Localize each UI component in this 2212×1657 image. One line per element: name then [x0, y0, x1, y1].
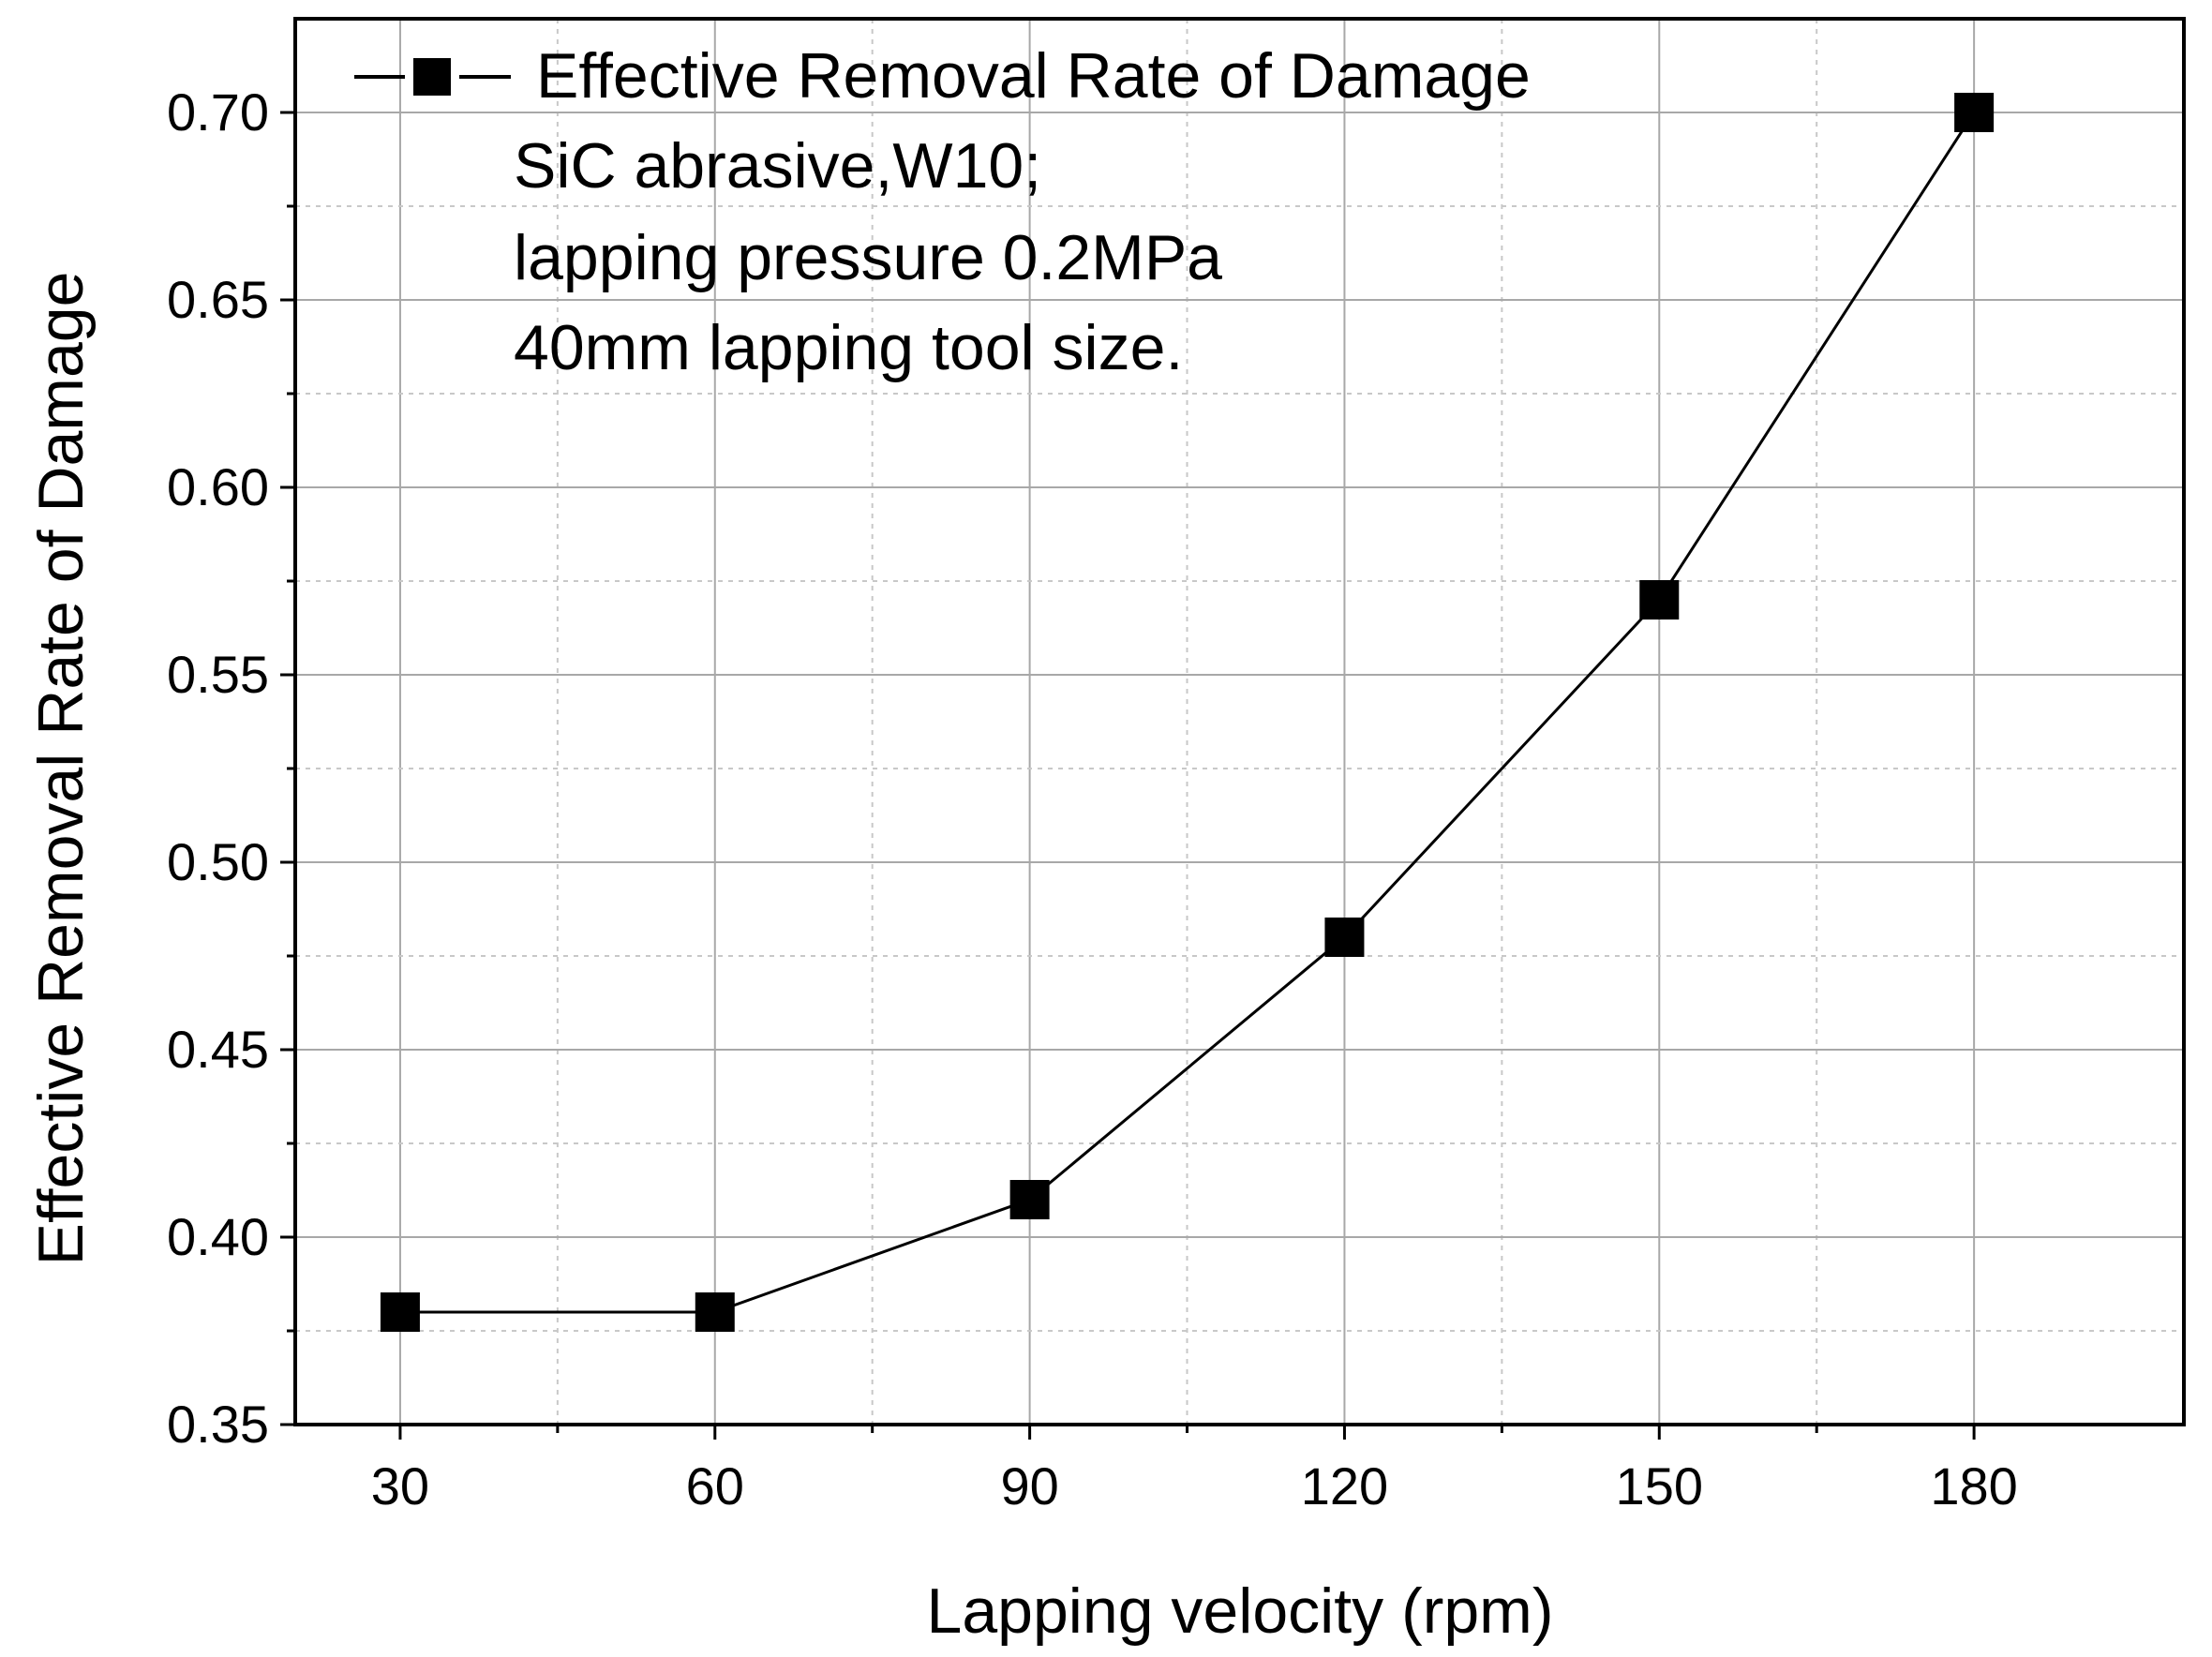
- y-tick-label: 0.55: [167, 645, 269, 704]
- y-tick-label: 0.45: [167, 1020, 269, 1079]
- x-tick-label: 150: [1616, 1456, 1703, 1515]
- legend-label: Effective Removal Rate of Damage: [536, 40, 1531, 112]
- series: [380, 93, 1995, 1332]
- series-line: [399, 112, 1976, 1314]
- axis-ticks: 30 60 90 120 150 180 0.35 0.40 0.45 0.50 0.55 0.60 0…: [167, 82, 2018, 1515]
- y-axis-title: Effective Removal Rate of Damage: [25, 272, 97, 1266]
- y-tick-label: 0.60: [167, 457, 269, 516]
- data-point-marker: [1954, 93, 1995, 132]
- y-tick-label: 0.40: [167, 1207, 269, 1266]
- annotation-line-3: 40mm lapping tool size.: [514, 312, 1183, 383]
- annotation-line-1: SiC abrasive,W10;: [514, 130, 1041, 202]
- data-point-marker: [1009, 1180, 1050, 1219]
- data-point-marker: [380, 1292, 420, 1332]
- annotation-text: SiC abrasive,W10; lapping pressure 0.2MP…: [514, 130, 1222, 383]
- x-tick-label: 180: [1930, 1456, 2017, 1515]
- y-tick-label: 0.65: [167, 270, 269, 329]
- legend-marker: [413, 58, 451, 96]
- annotation-line-2: lapping pressure 0.2MPa: [514, 222, 1222, 293]
- data-point-marker: [1639, 580, 1680, 620]
- x-tick-label: 60: [686, 1456, 744, 1515]
- x-tick-label: 90: [1000, 1456, 1058, 1515]
- y-tick-label: 0.70: [167, 82, 269, 142]
- x-tick-label: 30: [371, 1456, 429, 1515]
- y-tick-label: 0.35: [167, 1395, 269, 1454]
- legend: Effective Removal Rate of Damage: [354, 40, 1531, 112]
- x-axis-title: Lapping velocity (rpm): [927, 1575, 1554, 1647]
- data-point-marker: [695, 1292, 735, 1332]
- plot-frame: [293, 17, 2186, 1426]
- y-tick-label: 0.50: [167, 832, 269, 891]
- data-point-marker: [1324, 918, 1365, 957]
- x-tick-label: 120: [1301, 1456, 1388, 1515]
- grid: [295, 19, 2184, 1425]
